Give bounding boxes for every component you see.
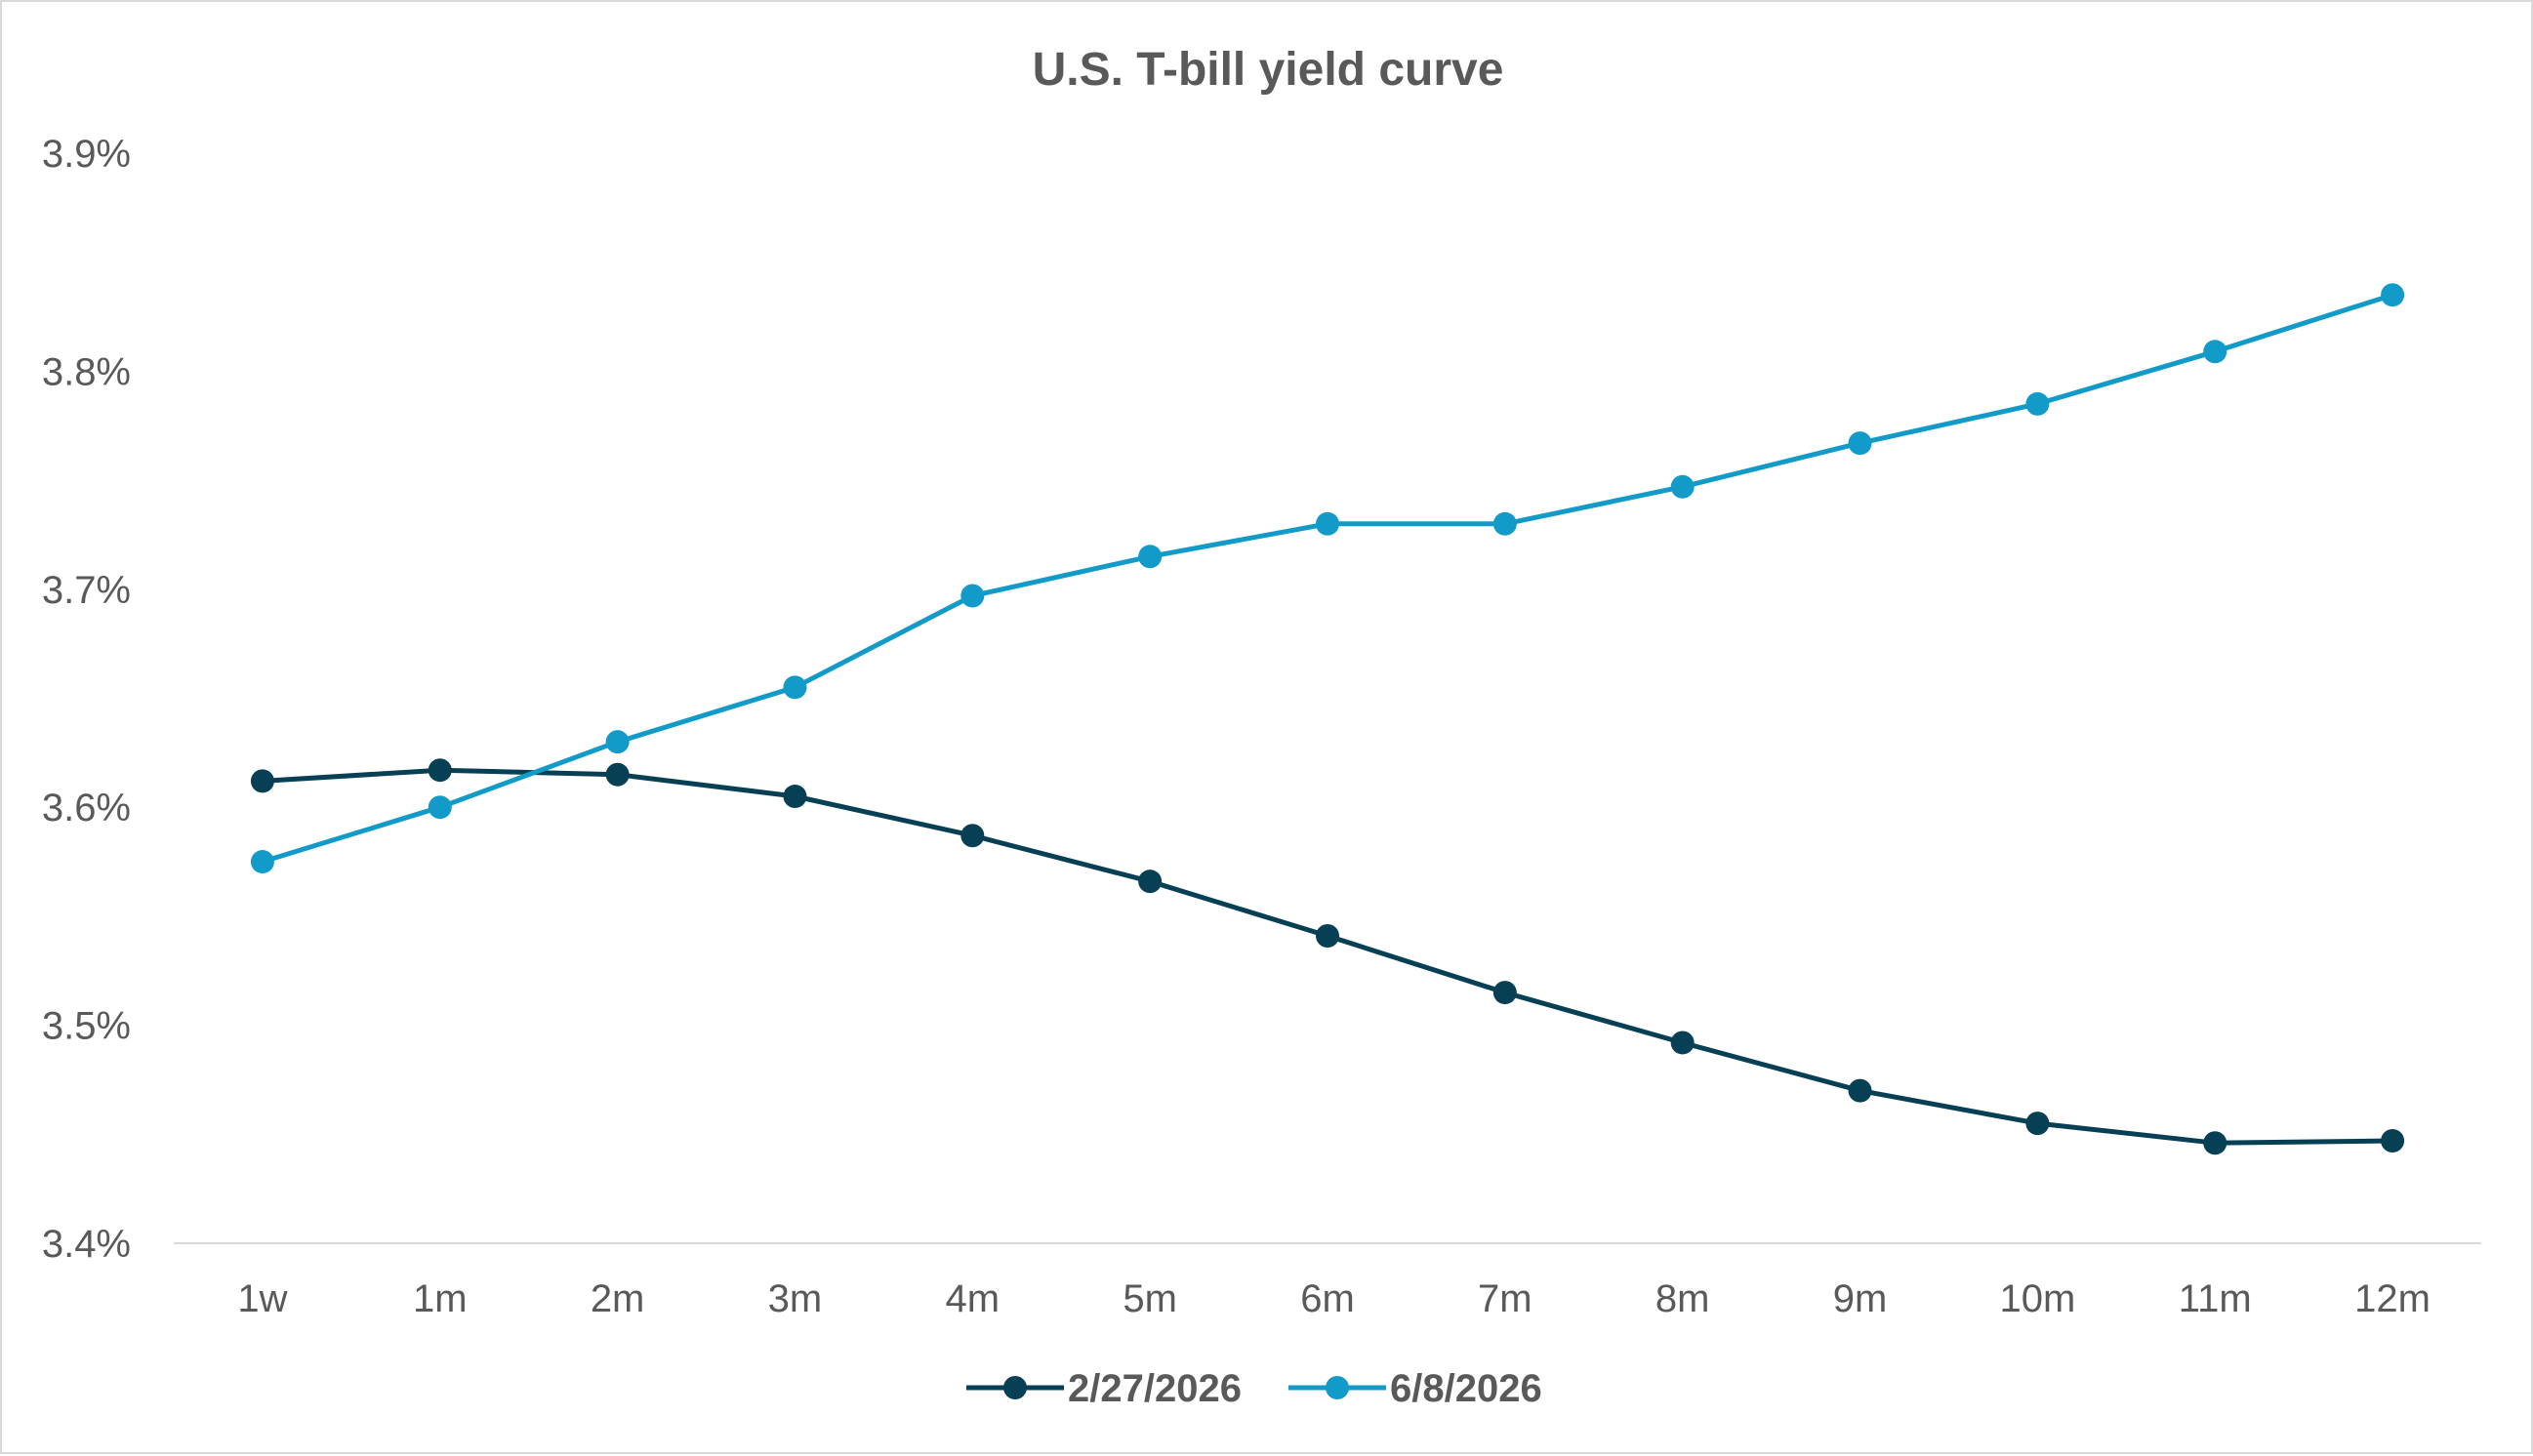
data-point-series-1: [428, 758, 452, 783]
x-tick-label: 3m: [768, 1277, 823, 1320]
data-point-series-1: [605, 762, 630, 787]
y-tick-label: 3.4%: [42, 1223, 131, 1266]
data-point-series-2: [783, 675, 807, 700]
data-point-series-2: [2203, 340, 2227, 364]
data-point-series-2: [1848, 431, 1872, 456]
data-point-series-1: [250, 769, 274, 793]
legend: 2/27/2026 6/8/2026: [966, 1367, 1542, 1410]
series-lines: [262, 292, 2393, 1146]
data-point-series-1: [1492, 981, 1517, 1005]
data-point-series-2: [250, 850, 274, 874]
y-axis-ticks: 3.4% 3.5% 3.6% 3.7% 3.8% 3.9%: [42, 133, 131, 1266]
data-point-series-2: [605, 730, 630, 754]
y-tick-label: 3.5%: [42, 1005, 131, 1048]
data-point-series-2: [1492, 511, 1517, 536]
data-point-series-1: [2381, 1129, 2405, 1153]
data-point-series-1: [2025, 1112, 2050, 1136]
x-tick-label: 12m: [2354, 1277, 2431, 1320]
data-point-series-2: [2381, 283, 2405, 307]
y-tick-label: 3.9%: [42, 133, 131, 176]
data-point-series-1: [783, 785, 807, 809]
data-point-series-2: [1138, 545, 1163, 569]
y-tick-label: 3.8%: [42, 350, 131, 393]
chart-title: U.S. T-bill yield curve: [1033, 44, 1504, 96]
data-point-series-2: [1670, 474, 1695, 499]
x-tick-label: 1m: [413, 1277, 468, 1320]
series-line-1: [262, 767, 2393, 1146]
x-tick-label: 7m: [1478, 1277, 1532, 1320]
legend-marker-2: [1326, 1376, 1349, 1399]
x-tick-label: 8m: [1655, 1277, 1710, 1320]
series-line-2: [262, 292, 2393, 865]
x-tick-label: 1w: [237, 1277, 287, 1320]
data-point-series-1: [1848, 1078, 1872, 1103]
x-tick-label: 5m: [1123, 1277, 1177, 1320]
legend-label-1: 2/27/2026: [1068, 1367, 1242, 1410]
series-points: [250, 283, 2405, 1155]
data-point-series-2: [2025, 391, 2050, 416]
data-point-series-1: [1316, 924, 1339, 949]
data-point-series-2: [428, 795, 452, 820]
y-tick-label: 3.6%: [42, 787, 131, 829]
legend-marker-1: [1003, 1376, 1027, 1399]
x-tick-label: 9m: [1833, 1277, 1888, 1320]
data-point-series-1: [1138, 870, 1163, 894]
x-tick-label: 6m: [1300, 1277, 1355, 1320]
x-tick-label: 10m: [1999, 1277, 2075, 1320]
data-point-series-1: [2203, 1131, 2227, 1155]
x-tick-label: 11m: [2179, 1277, 2252, 1320]
y-tick-label: 3.7%: [42, 569, 131, 612]
x-axis-ticks: 1w 1m 2m 3m 4m 5m 6m 7m 8m 9m 10m 11m 12m: [237, 1277, 2431, 1320]
legend-label-2: 6/8/2026: [1390, 1367, 1542, 1410]
x-tick-label: 4m: [946, 1277, 1001, 1320]
data-point-series-2: [960, 584, 985, 608]
data-point-series-1: [1670, 1031, 1695, 1055]
x-tick-label: 2m: [591, 1277, 645, 1320]
data-point-series-2: [1316, 511, 1339, 536]
data-point-series-1: [960, 824, 985, 848]
